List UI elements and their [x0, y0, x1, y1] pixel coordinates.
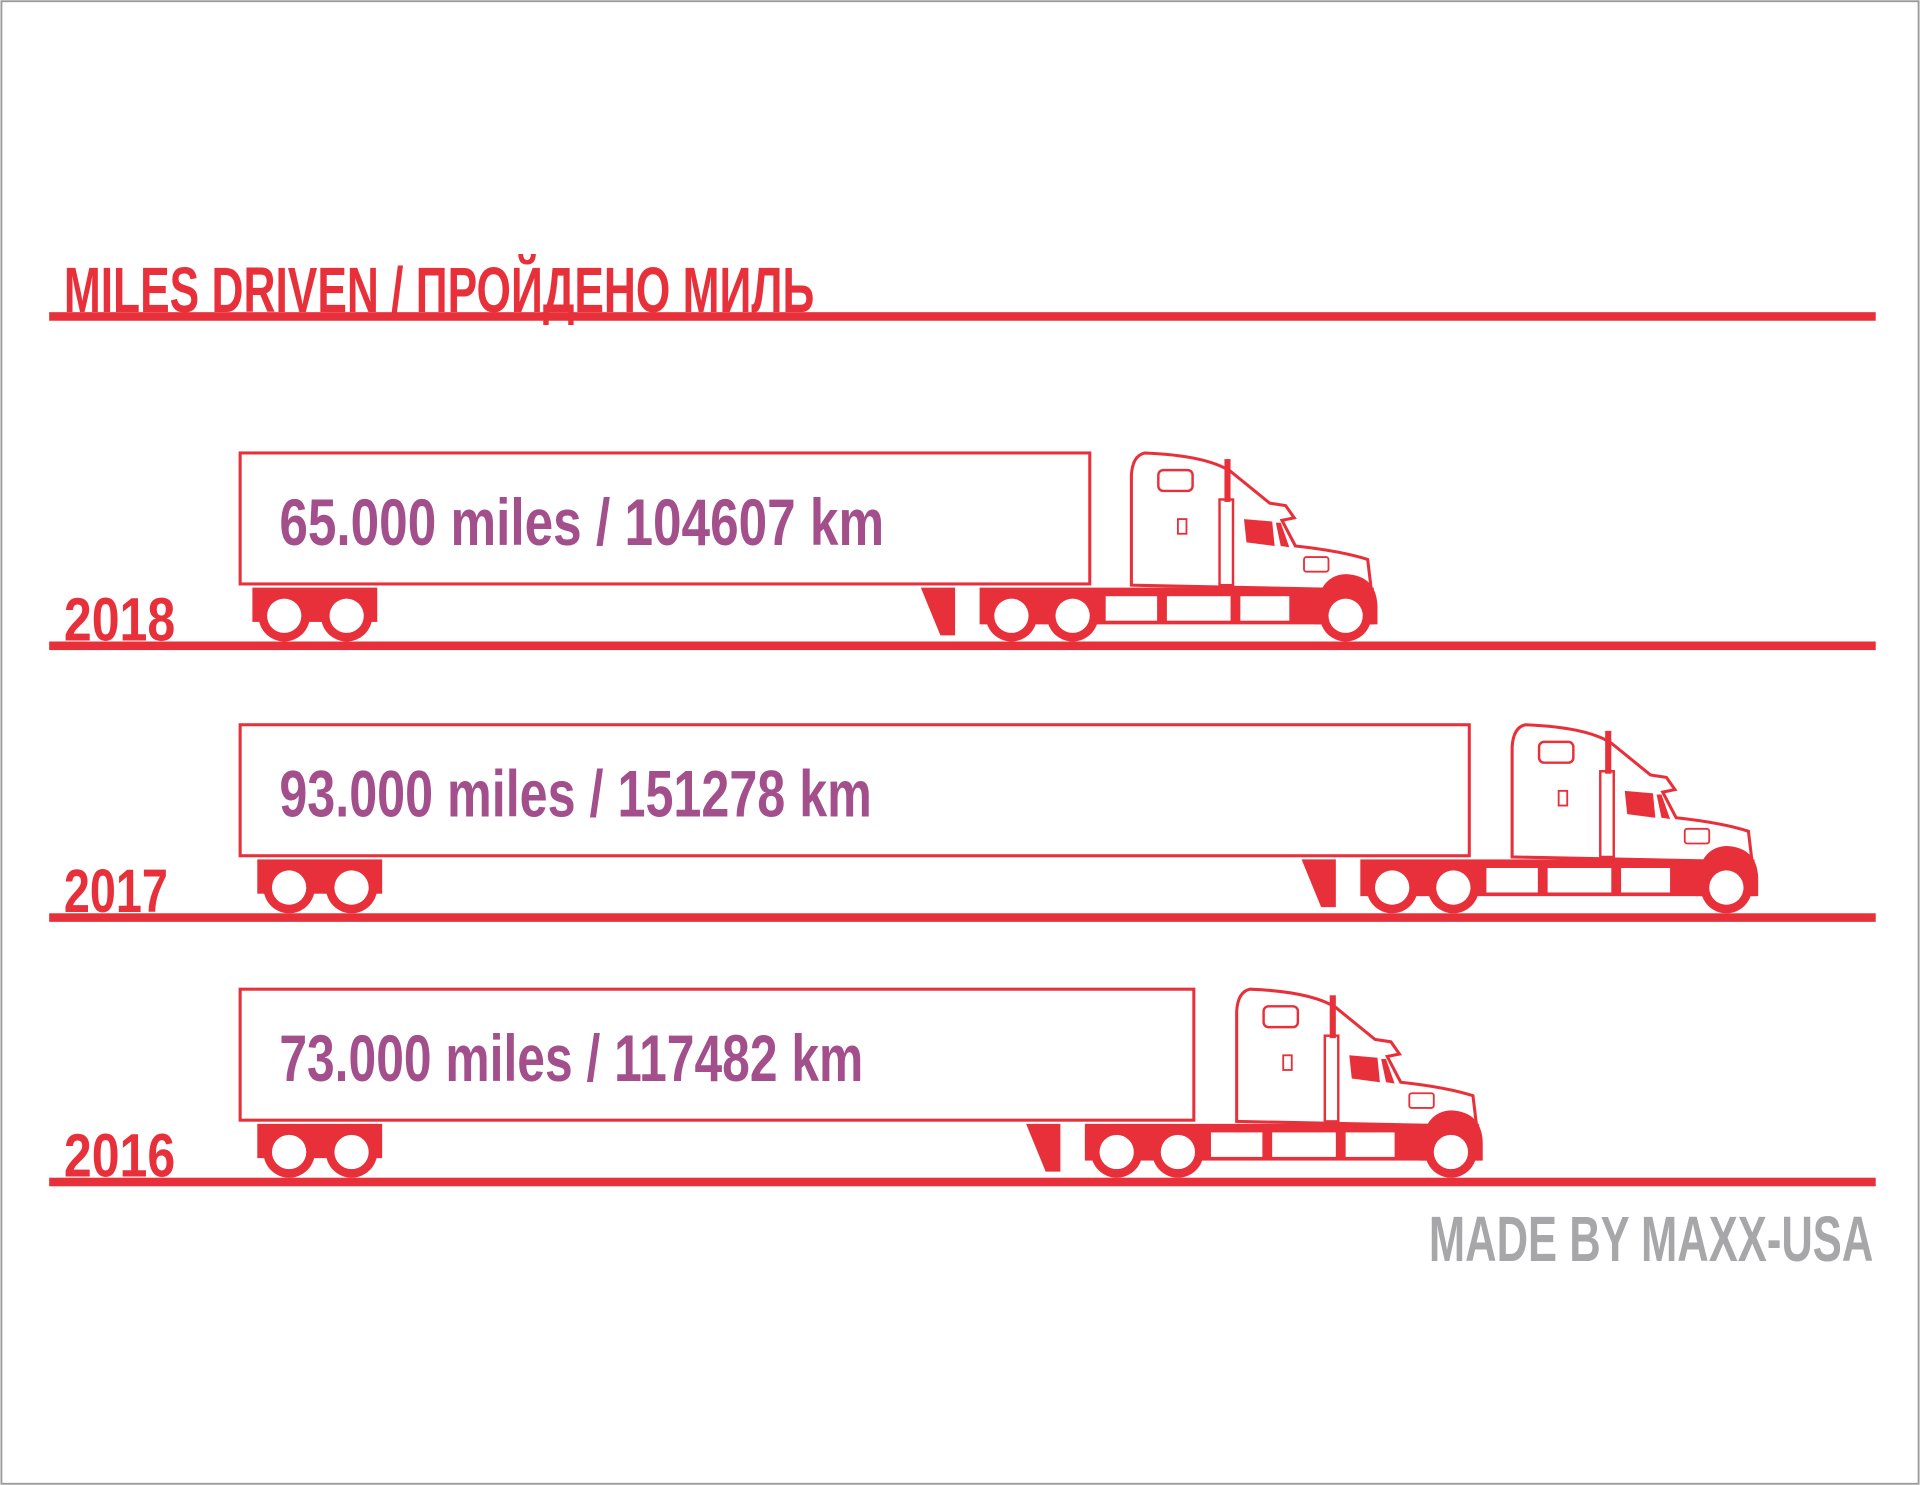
windshield	[1624, 790, 1656, 818]
windshield	[1349, 1055, 1380, 1083]
trailer-box	[238, 987, 1196, 1122]
sleeper-window	[1157, 468, 1194, 493]
mileage-label: 93.000 miles / 151278 km	[279, 758, 872, 832]
trailer-box	[238, 723, 1471, 858]
year-row-2016: 2016 73.000 miles / 117482 km	[49, 987, 1876, 1189]
road-line	[49, 1177, 1876, 1187]
year-row-2017: 2017 93.000 miles / 151278 km	[49, 723, 1876, 925]
exhaust-stack	[1224, 459, 1231, 502]
title-underline	[49, 312, 1876, 321]
headlight	[1683, 827, 1711, 845]
trailer-bogie	[257, 1123, 383, 1178]
landing-gear	[920, 587, 956, 636]
road-line	[49, 913, 1876, 922]
road-line	[49, 641, 1876, 651]
year-row-2018: 2018 65.000 miles / 104607 km	[49, 451, 1876, 653]
landing-gear	[1301, 859, 1336, 908]
trailer-bogie	[257, 859, 383, 914]
trailer-bogie	[252, 587, 378, 642]
year-label: 2018	[64, 585, 175, 653]
truck-icon	[1301, 723, 1759, 914]
truck-icon	[1026, 987, 1483, 1178]
credit-text: MADE BY MAXX-USA	[1429, 1204, 1873, 1275]
year-label: 2017	[64, 857, 168, 925]
truck-icon	[920, 451, 1378, 642]
exhaust-stack	[1329, 995, 1336, 1039]
year-label: 2016	[64, 1121, 175, 1189]
windshield	[1244, 519, 1275, 547]
sleeper-window	[1262, 1005, 1300, 1029]
headlight	[1408, 1092, 1435, 1109]
landing-gear	[1026, 1123, 1061, 1172]
sleeper-window	[1537, 740, 1575, 764]
exhaust-stack	[1605, 730, 1612, 774]
trailer-box	[238, 451, 1092, 586]
mileage-label: 73.000 miles / 117482 km	[279, 1022, 863, 1096]
headlight	[1303, 556, 1330, 573]
mileage-label: 65.000 miles / 104607 km	[279, 486, 884, 560]
